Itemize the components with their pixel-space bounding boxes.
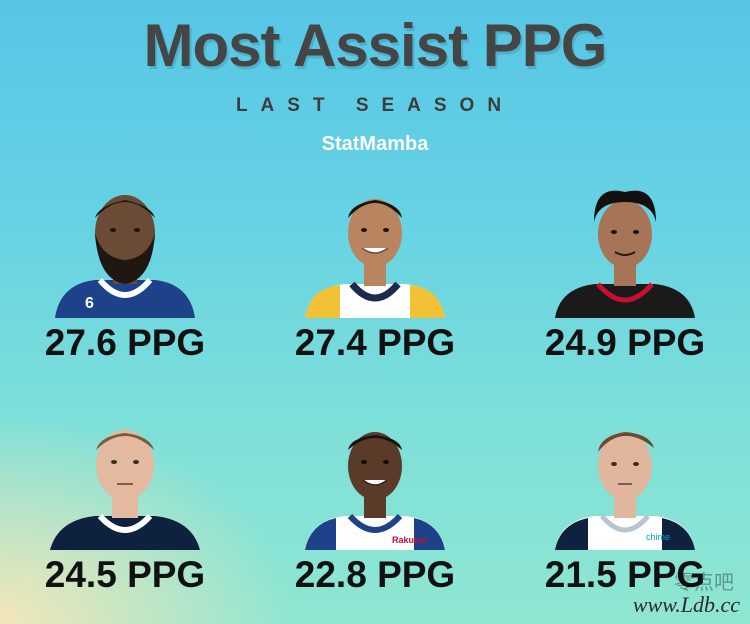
brand-label: StatMamba bbox=[321, 133, 429, 155]
player-photo bbox=[50, 420, 200, 550]
ppg-value: 27.4 PPG bbox=[294, 322, 456, 363]
watermark-glyph-icon: 零点吧 bbox=[674, 572, 734, 594]
watermark: 零点吧 www.Ldb.cc bbox=[632, 572, 740, 618]
player-photo: Rakuten bbox=[300, 420, 450, 550]
svg-text:chime: chime bbox=[646, 532, 670, 542]
ppg-value: 22.8 PPG bbox=[294, 554, 456, 595]
ppg-value: 21.5 PPG bbox=[544, 554, 706, 595]
ppg-value: 24.9 PPG bbox=[544, 322, 706, 363]
player-card: 27.4 PPG bbox=[270, 188, 480, 378]
page-title: Most Assist PPG bbox=[143, 12, 608, 79]
player-card: 6 27.6 PPG bbox=[20, 188, 230, 378]
player-photo: chime bbox=[550, 420, 700, 550]
player-card: 24.5 PPG bbox=[20, 420, 230, 610]
player-photo bbox=[300, 188, 450, 318]
page-subtitle: LAST SEASON bbox=[235, 95, 515, 116]
svg-text:6: 6 bbox=[85, 295, 94, 312]
player-card: Rakuten 22.8 PPG bbox=[270, 420, 480, 610]
watermark-text: www.Ldb.cc bbox=[632, 592, 740, 617]
player-photo bbox=[550, 188, 700, 318]
player-card: 24.9 PPG bbox=[520, 188, 730, 378]
ppg-value: 27.6 PPG bbox=[44, 322, 206, 363]
player-photo: 6 bbox=[50, 188, 200, 318]
svg-text:Rakuten: Rakuten bbox=[392, 535, 428, 545]
ppg-value: 24.5 PPG bbox=[44, 554, 206, 595]
player-card: chime 21.5 PPG bbox=[520, 420, 730, 610]
